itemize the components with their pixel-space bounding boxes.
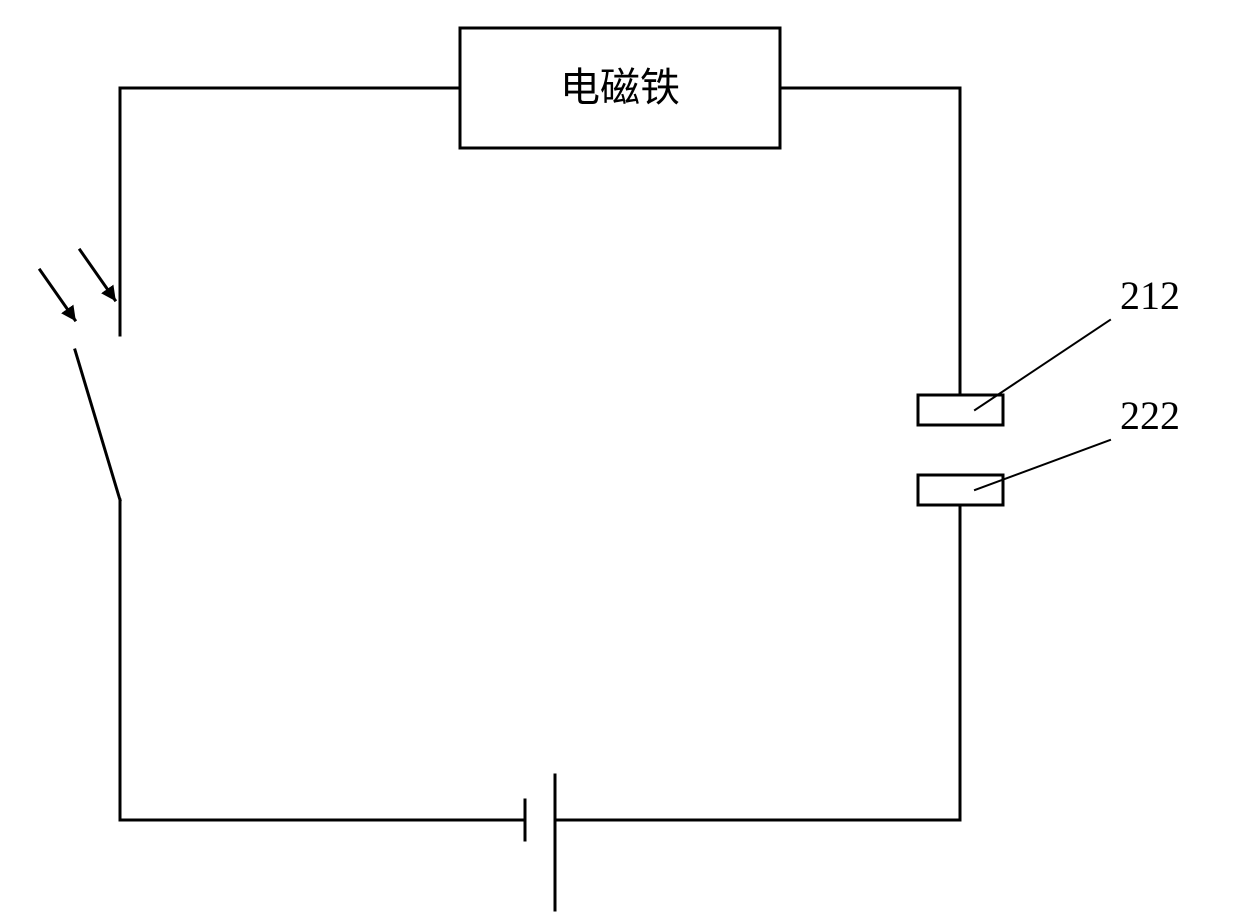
contact-lower — [918, 475, 1003, 505]
leader-line — [975, 440, 1110, 490]
leader-line — [975, 320, 1110, 410]
ref-label-222: 222 — [1120, 393, 1180, 438]
switch-blade — [75, 350, 120, 500]
switch-arrow-icon — [40, 270, 75, 320]
electromagnet-label: 电磁铁 — [560, 65, 680, 110]
switch-arrow-icon — [80, 250, 115, 300]
ref-label-212: 212 — [1120, 273, 1180, 318]
